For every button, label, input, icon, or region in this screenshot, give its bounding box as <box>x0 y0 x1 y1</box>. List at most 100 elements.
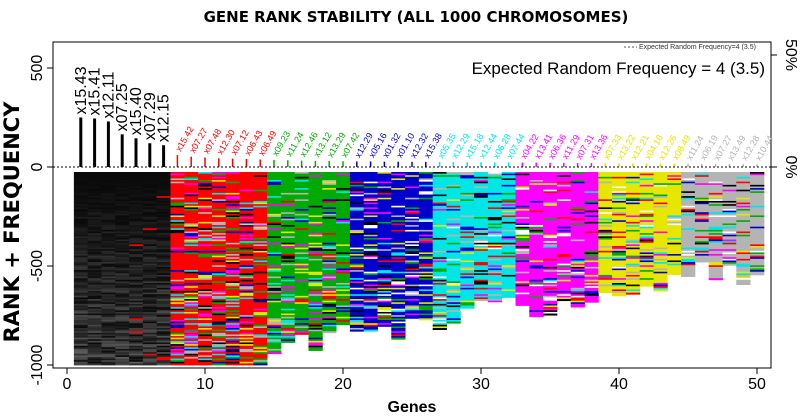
heatmap-cell <box>543 204 558 207</box>
heatmap-cell <box>584 278 599 281</box>
heatmap-cell <box>253 225 268 228</box>
heatmap-cell <box>142 204 158 207</box>
heatmap-cell <box>225 186 240 189</box>
heatmap-cell <box>543 305 558 308</box>
heatmap-cell <box>418 257 434 260</box>
heatmap-cell <box>87 299 102 302</box>
heatmap-cell <box>129 245 144 248</box>
heatmap-cell <box>253 318 268 321</box>
heatmap-cell <box>280 233 296 236</box>
heatmap-cell <box>115 334 130 337</box>
heatmap-cell <box>405 180 420 183</box>
heatmap-cell <box>612 252 627 255</box>
heatmap-cell <box>667 200 682 203</box>
heatmap-cell <box>267 342 282 345</box>
heatmap-cell <box>529 247 544 250</box>
heatmap-cell <box>418 279 434 282</box>
heatmap-cell <box>280 196 296 199</box>
heatmap-cell <box>142 239 158 242</box>
heatmap-cell <box>280 282 296 285</box>
heatmap-cell <box>184 361 199 364</box>
heatmap-cell <box>239 233 254 236</box>
heatmap-cell <box>363 175 378 178</box>
heatmap-cell <box>101 319 116 322</box>
heatmap-cell <box>336 241 351 244</box>
heatmap-cell <box>267 345 282 348</box>
heatmap-cell <box>253 331 268 334</box>
heatmap-cell <box>225 218 240 221</box>
heatmap-cell <box>184 345 199 348</box>
heatmap-cell <box>280 231 296 234</box>
heatmap-cell <box>391 315 406 318</box>
heatmap-cell <box>391 226 406 229</box>
heatmap-cell <box>73 194 89 197</box>
heatmap-cell <box>239 191 254 194</box>
heatmap-cell <box>156 315 171 318</box>
heatmap-cell <box>322 181 337 184</box>
heatmap-cell <box>612 282 627 285</box>
heatmap-cell <box>294 228 309 231</box>
heatmap-cell <box>349 176 365 179</box>
heatmap-cell <box>73 323 89 326</box>
heatmap-cell <box>87 307 102 310</box>
heatmap-cell <box>101 229 116 232</box>
heatmap-cell <box>487 245 503 248</box>
heatmap-cell <box>294 173 309 176</box>
heatmap-cell <box>349 315 365 318</box>
heatmap-cell <box>681 191 696 194</box>
heatmap-cell <box>267 279 282 282</box>
heatmap-cell <box>377 250 392 253</box>
heatmap-cell <box>529 184 544 187</box>
heatmap-cell <box>432 291 447 294</box>
heatmap-cell <box>115 360 130 363</box>
heatmap-cell <box>115 260 130 263</box>
heatmap-cell <box>184 313 199 316</box>
heatmap-cell <box>267 257 282 260</box>
heatmap-cell <box>115 257 130 260</box>
heatmap-cell <box>101 175 116 178</box>
heatmap-cell <box>446 289 461 292</box>
heatmap-cell <box>280 180 296 183</box>
heatmap-cell <box>184 249 199 252</box>
heatmap-cell <box>211 345 227 348</box>
heatmap-cell <box>543 258 558 261</box>
heatmap-cell <box>322 273 337 276</box>
heatmap-cell <box>570 282 585 285</box>
heatmap-cell <box>556 223 572 226</box>
heatmap-cell <box>681 254 696 257</box>
heatmap-cell <box>556 294 572 297</box>
heatmap-cell <box>211 278 227 281</box>
heatmap-cell <box>225 324 240 327</box>
heatmap-cell <box>460 255 475 258</box>
heatmap-cell <box>529 279 544 282</box>
heatmap-cell <box>460 308 475 311</box>
heatmap-cell <box>184 215 199 218</box>
heatmap-cell <box>142 299 158 302</box>
heatmap-cell <box>667 181 682 184</box>
heatmap-cell <box>156 173 171 176</box>
heatmap-cell <box>184 334 199 337</box>
heatmap-cell <box>598 284 613 287</box>
heatmap-cell <box>129 303 144 306</box>
heatmap-cell <box>156 197 171 200</box>
heatmap-cell <box>474 220 489 223</box>
heatmap-cell <box>501 186 516 189</box>
heatmap-cell <box>460 286 475 289</box>
heatmap-cell <box>474 221 489 224</box>
heatmap-cell <box>639 244 654 247</box>
heatmap-cell <box>87 178 102 181</box>
heatmap-cell <box>515 284 530 287</box>
heatmap-cell <box>584 233 599 236</box>
heatmap-cell <box>267 305 282 308</box>
heatmap-cell <box>681 180 696 183</box>
heatmap-cell <box>198 337 213 340</box>
heatmap-cell <box>129 337 144 340</box>
heatmap-cell <box>308 197 323 200</box>
heatmap-cell <box>625 271 641 274</box>
heatmap-cell <box>487 196 503 199</box>
heatmap-cell <box>529 233 544 236</box>
heatmap-cell <box>377 181 392 184</box>
heatmap-cell <box>239 303 254 306</box>
heatmap-cell <box>639 173 654 176</box>
heatmap-cell <box>570 236 585 239</box>
